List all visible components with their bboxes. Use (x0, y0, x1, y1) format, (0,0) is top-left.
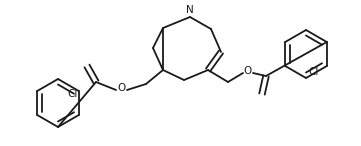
Text: N: N (186, 5, 194, 15)
Text: O: O (244, 66, 252, 76)
Text: Cl: Cl (68, 89, 78, 99)
Text: O: O (117, 83, 125, 93)
Text: Cl: Cl (309, 67, 319, 77)
